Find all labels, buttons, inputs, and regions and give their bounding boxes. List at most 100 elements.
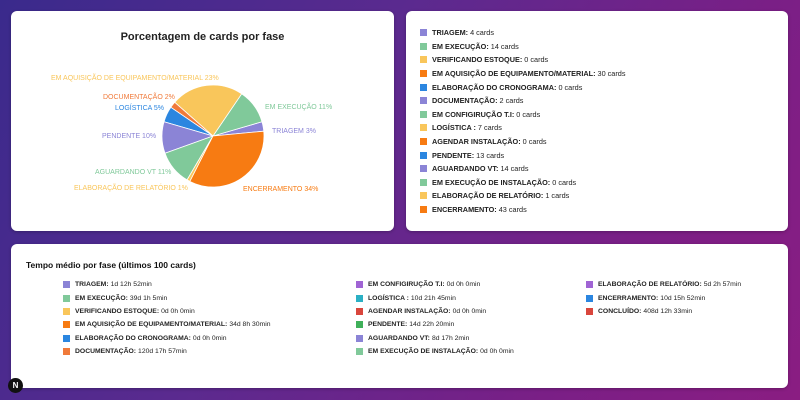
nextjs-badge-button[interactable]: N <box>8 378 23 393</box>
phase-name: ELABORAÇÃO DO CRONOGRAMA: <box>75 334 191 342</box>
legend-item: DOCUMENTAÇÃO: 2 cards <box>420 94 626 108</box>
color-swatch <box>420 110 427 118</box>
legend-item: AGENDAR INSTALAÇÃO: 0 cards <box>420 135 626 149</box>
color-swatch <box>356 307 363 315</box>
phase-name: EM EXECUÇÃO DE INSTALAÇÃO: <box>432 177 551 187</box>
phase-value: 14 cards <box>500 164 529 174</box>
color-swatch <box>63 321 70 329</box>
color-swatch <box>356 281 363 289</box>
color-swatch <box>586 294 593 302</box>
phase-value: 0d 0h 0min <box>446 281 481 289</box>
phase-value: 0d 0h 0min <box>161 307 195 315</box>
color-swatch <box>420 29 427 37</box>
phase-value: 0 cards <box>524 55 549 65</box>
color-swatch <box>586 281 593 289</box>
legend-item: PENDENTE: 13 cards <box>420 148 626 162</box>
phase-value: 34d 8h 30min <box>229 321 271 329</box>
legend-item: ELABORAÇÃO DO CRONOGRAMA: 0 cards <box>420 80 626 94</box>
phase-value: 1d 12h 52min <box>110 281 152 289</box>
phase-value: 8d 17h 2min <box>431 334 470 342</box>
phase-name: TRIAGEM: <box>75 281 109 289</box>
legend-item: VERIFICANDO ESTOQUE: 0 cards <box>420 53 626 67</box>
avg-time-card: Tempo médio por fase (últimos 100 cards)… <box>11 244 788 388</box>
phase-value: 2 cards <box>499 96 524 106</box>
pie-slice-label: PENDENTE 10% <box>102 133 156 140</box>
phase-name: VERIFICANDO ESTOQUE: <box>432 55 523 65</box>
color-swatch <box>420 206 427 214</box>
phase-name: EM AQUISIÇÃO DE EQUIPAMENTO/MATERIAL: <box>75 321 228 329</box>
phase-value: 43 cards <box>498 205 527 215</box>
pie-slice-label: AGUARDANDO VT 11% <box>95 169 171 176</box>
legend-item: PENDENTE: 14d 22h 20min <box>356 318 514 331</box>
color-swatch <box>63 334 70 342</box>
phase-count-legend-card: TRIAGEM: 4 cards EM EXECUÇÃO: 14 cards VERIF… <box>406 11 788 231</box>
legend-item: ELABORAÇÃO DO CRONOGRAMA: 0d 0h 0min <box>63 332 271 345</box>
pie-slice-label: EM EXECUÇÃO 11% <box>265 102 332 111</box>
phase-name: ELABORAÇÃO DE RELATÓRIO: <box>432 191 544 201</box>
phase-name: EM EXECUÇÃO: <box>432 41 489 51</box>
color-swatch <box>356 348 363 356</box>
color-swatch <box>420 97 427 105</box>
pie-chart: TRIAGEM 3% EM EXECUÇÃO 11% EM AQUISIÇÃO DE… <box>51 73 332 193</box>
phase-value: 39d 1h 5min <box>129 294 168 302</box>
phase-value: 120d 17h 57min <box>138 348 187 356</box>
phase-value: 10d 21h 45min <box>410 294 456 302</box>
phase-name: PENDENTE: <box>432 150 475 160</box>
legend-item: EM CONFIGIRUÇÃO T.I: 0 cards <box>420 108 626 122</box>
phase-name: EM EXECUÇÃO: <box>75 294 128 302</box>
pie-slice-label: EM AQUISIÇÃO DE EQUIPAMENTO/MATERIAL 23% <box>51 73 219 82</box>
color-swatch <box>420 138 427 146</box>
phase-name: PENDENTE: <box>368 321 408 329</box>
phase-value: 7 cards <box>477 123 502 133</box>
phase-name: AGENDAR INSTALAÇÃO: <box>368 307 451 315</box>
phase-value: 0 cards <box>516 109 541 119</box>
avg-time-column-1: TRIAGEM: 1d 12h 52min EM EXECUÇÃO: 39d 1h 5… <box>63 278 271 358</box>
phase-value: 0 cards <box>552 177 577 187</box>
phase-name: ENCERRAMENTO: <box>598 294 659 302</box>
legend-item: TRIAGEM: 4 cards <box>420 26 626 40</box>
legend-item: AGENDAR INSTALAÇÃO: 0d 0h 0min <box>356 305 514 318</box>
legend-item: EM EXECUÇÃO: 14 cards <box>420 40 626 54</box>
legend-item: EM AQUISIÇÃO DE EQUIPAMENTO/MATERIAL: 30 … <box>420 67 626 81</box>
pie-slice-label: DOCUMENTAÇÃO 2% <box>103 92 175 101</box>
color-swatch <box>586 307 593 315</box>
legend-item: EM EXECUÇÃO DE INSTALAÇÃO: 0 cards <box>420 176 626 190</box>
color-swatch <box>63 281 70 289</box>
pie-slice-label: TRIAGEM 3% <box>272 128 316 135</box>
phase-name: ELABORAÇÃO DO CRONOGRAMA: <box>432 82 557 92</box>
legend-item: EM EXECUÇÃO DE INSTALAÇÃO: 0d 0h 0min <box>356 345 514 358</box>
legend-item: ENCERRAMENTO: 10d 15h 52min <box>586 291 741 304</box>
legend-item: TRIAGEM: 1d 12h 52min <box>63 278 271 291</box>
phase-count-list: TRIAGEM: 4 cards EM EXECUÇÃO: 14 cards VERIF… <box>420 26 626 216</box>
pie-slice[interactable] <box>189 130 265 188</box>
legend-item: LOGÍSTICA :7 cards <box>420 121 626 135</box>
color-swatch <box>356 321 363 329</box>
legend-item: LOGÍSTICA :10d 21h 45min <box>356 291 514 304</box>
color-swatch <box>356 334 363 342</box>
legend-item: CONCLUÍDO: 408d 12h 33min <box>586 305 741 318</box>
phase-value: 14 cards <box>490 41 519 51</box>
phase-value: 1 cards <box>545 191 570 201</box>
phase-name: TRIAGEM: <box>432 28 469 38</box>
phase-name: LOGÍSTICA : <box>432 123 476 133</box>
phase-name: EM CONFIGIRUÇÃO T.I: <box>368 281 445 289</box>
phase-name: AGUARDANDO VT: <box>432 164 499 174</box>
color-swatch <box>420 151 427 159</box>
phase-value: 0d 0h 0min <box>452 307 487 315</box>
legend-item: ELABORAÇÃO DE RELATÓRIO: 1 cards <box>420 189 626 203</box>
phase-value: 0d 0h 0min <box>480 348 514 356</box>
phase-name: AGUARDANDO VT: <box>368 334 430 342</box>
avg-time-column-3: ELABORAÇÃO DE RELATÓRIO: 5d 2h 57min ENCER… <box>586 278 741 318</box>
legend-item: ELABORAÇÃO DE RELATÓRIO: 5d 2h 57min <box>586 278 741 291</box>
phase-name: ENCERRAMENTO: <box>432 205 497 215</box>
phase-name: DOCUMENTAÇÃO: <box>75 348 137 356</box>
phase-value: 14d 22h 20min <box>409 321 455 329</box>
color-swatch <box>420 83 427 91</box>
phase-name: DOCUMENTAÇÃO: <box>432 96 498 106</box>
legend-item: VERIFICANDO ESTOQUE: 0d 0h 0min <box>63 305 271 318</box>
pie-slice[interactable] <box>174 84 243 137</box>
phase-name: LOGÍSTICA : <box>368 294 409 302</box>
phase-name: ELABORAÇÃO DE RELATÓRIO: <box>598 281 702 289</box>
color-swatch <box>420 178 427 186</box>
color-swatch <box>420 42 427 50</box>
